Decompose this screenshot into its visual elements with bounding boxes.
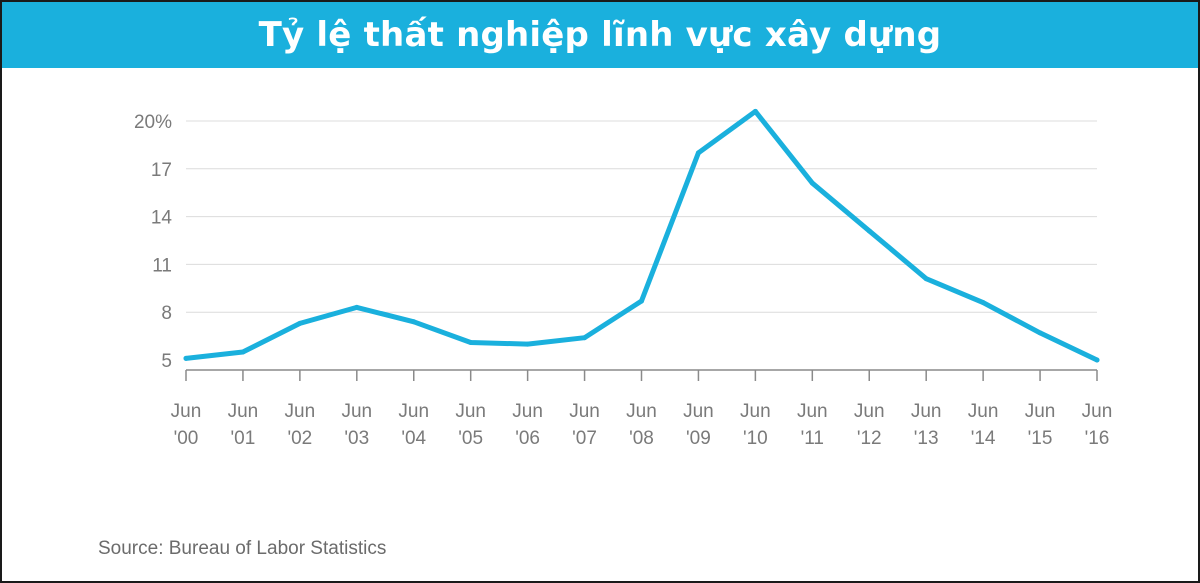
data-point [1037,330,1043,336]
data-point [923,276,929,282]
y-tick-label: 8 [161,303,172,324]
data-point [297,320,303,326]
x-tick-label: Jun '07 [569,401,600,449]
y-tick-label: 5 [161,351,172,372]
y-tick-label: 20% [134,112,172,133]
x-tick-label: Jun '02 [285,401,316,449]
x-tick-label: Jun '06 [512,401,543,449]
data-point [866,228,872,234]
x-tick-label: Jun '05 [455,401,486,449]
x-tick-label: Jun '04 [398,401,429,449]
x-tick-label: Jun '08 [626,401,657,449]
data-point [411,319,417,325]
gridlines [186,120,1097,313]
y-axis-ticks: 5 8 11 14 17 20% [134,112,172,372]
x-tick-label: Jun '11 [797,401,828,449]
x-axis: Jun '00 Jun '01 Jun '02 Jun '03 Jun '04 Jun '05 Jun '… [171,369,1113,449]
data-point [639,298,644,304]
title-bar: Tỷ lệ thất nghiệp lĩnh vực xây dựng [2,2,1198,68]
x-tick-label: Jun '01 [228,401,259,449]
x-tick-label: Jun '15 [1025,401,1056,449]
data-point [695,150,701,156]
x-tick-label: Jun '13 [911,401,942,449]
data-point [525,341,531,347]
x-tick-label: Jun '12 [854,401,885,449]
x-tick-label: Jun '03 [341,401,372,449]
series-line [183,108,1100,363]
data-point [468,339,474,345]
data-point [582,335,588,341]
data-point [183,355,189,361]
series-layer [183,108,1100,363]
x-tick-label: Jun '10 [740,401,771,449]
source-note: Source: Bureau of Labor Statistics [98,538,387,559]
data-point [809,180,815,186]
data-point [1094,357,1100,363]
x-tick-label: Jun '09 [683,401,714,449]
data-point [752,108,758,114]
x-tick-label: Jun '00 [171,401,202,449]
y-tick-label: 11 [152,255,172,276]
x-tick-label: Jun '14 [968,401,999,449]
data-point [980,300,986,306]
chart-title: Tỷ lệ thất nghiệp lĩnh vực xây dựng [258,15,942,55]
data-point [240,349,246,355]
x-tick-label: Jun '16 [1082,401,1113,449]
y-tick-label: 14 [151,208,173,229]
y-tick-label: 17 [151,160,172,181]
data-point [354,304,360,310]
